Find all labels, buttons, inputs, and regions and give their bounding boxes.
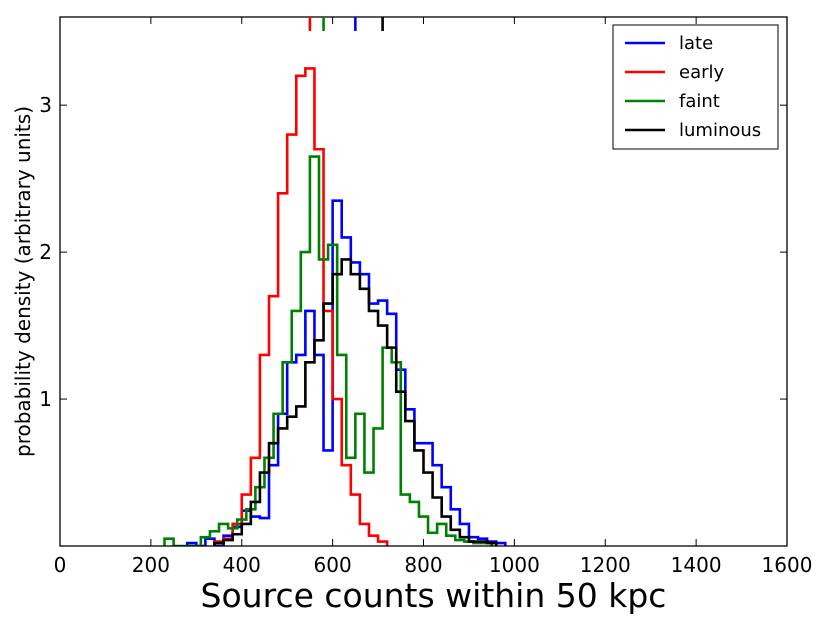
legend-label-faint: faint: [679, 91, 720, 112]
legend-label-early: early: [679, 62, 725, 83]
legend-label-late: late: [679, 33, 713, 54]
legend-label-luminous: luminous: [679, 120, 761, 141]
series-faint-histogram: [163, 155, 493, 546]
x-tick-labels: 0 200 400 600 800 1000 1200 1400 1600: [54, 553, 813, 577]
x-tick-label: 1000: [489, 553, 540, 577]
y-tick-label: 1: [39, 387, 52, 411]
series-luminous-histogram: [213, 258, 498, 546]
series-early-histogram: [213, 67, 389, 546]
x-tick-label: 800: [404, 553, 442, 577]
y-tick-labels: 1 2 3: [39, 93, 52, 411]
x-tick-label: 1400: [671, 553, 722, 577]
y-tick-label: 3: [39, 93, 52, 117]
x-tick-label: 600: [314, 553, 352, 577]
series-late-histogram: [185, 199, 507, 546]
x-axis-title: Source counts within 50 kpc: [201, 576, 667, 615]
legend: late early faint luminous: [612, 24, 779, 150]
x-tick-label: 400: [223, 553, 261, 577]
y-tick-label: 2: [39, 240, 52, 264]
y-axis-title: probability density (arbitrary units): [11, 106, 35, 457]
x-tick-label: 200: [132, 553, 170, 577]
x-tick-label: 1600: [762, 553, 813, 577]
legend-box: [612, 24, 779, 150]
axis-ticks: [59, 17, 788, 546]
x-tick-label: 0: [54, 553, 67, 577]
plot-area: [163, 67, 507, 546]
x-tick-label: 1200: [580, 553, 631, 577]
